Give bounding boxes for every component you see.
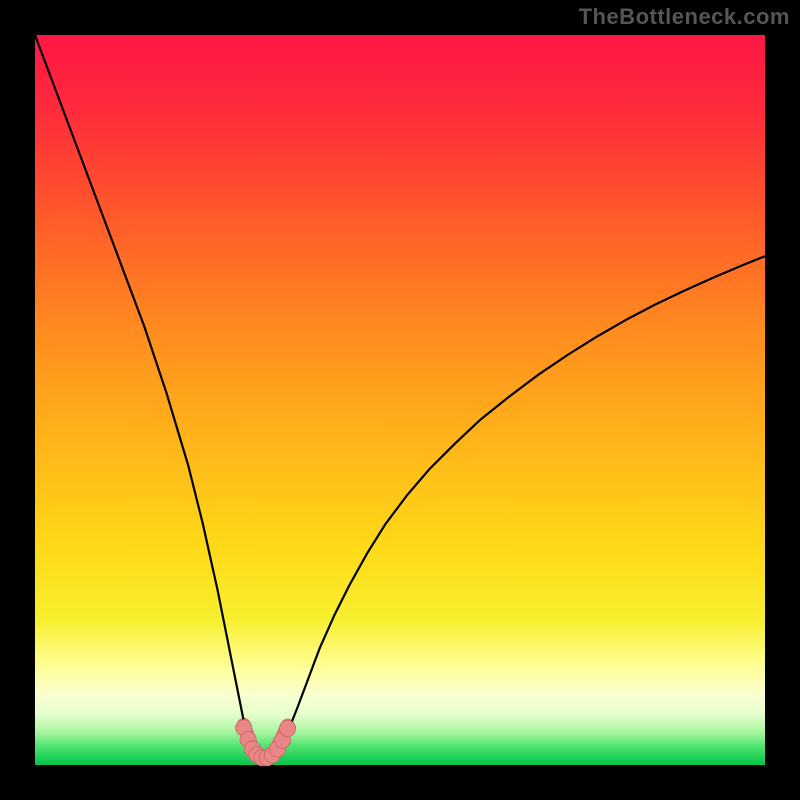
- chart-svg: [0, 0, 800, 800]
- plot-area: [35, 35, 765, 765]
- chart-stage: TheBottleneck.com: [0, 0, 800, 800]
- trough-marker: [280, 720, 296, 736]
